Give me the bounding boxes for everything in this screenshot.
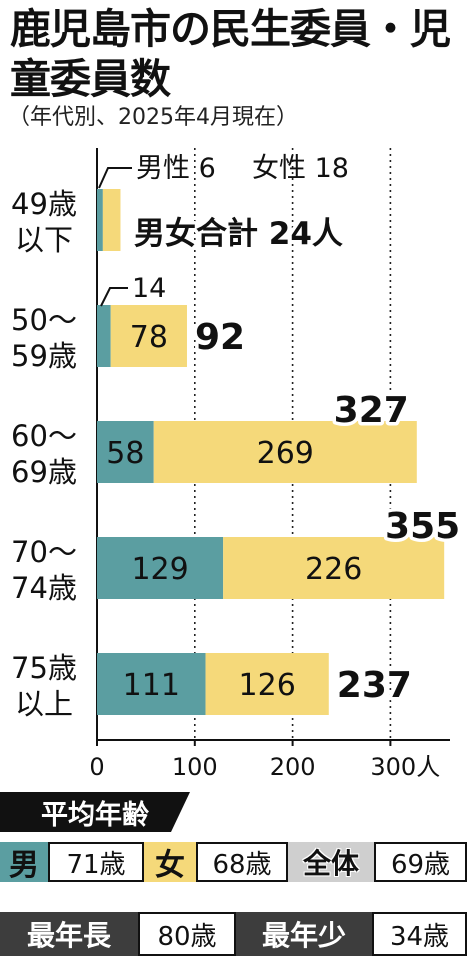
- category-label: 50〜: [11, 303, 77, 337]
- youngest-label: 最年少: [236, 912, 372, 956]
- total-label: 327: [334, 390, 409, 431]
- x-tick-label: 0: [89, 753, 104, 781]
- bar-label-female: 226: [305, 552, 362, 587]
- category-label: 60〜: [11, 419, 77, 453]
- category-label: 74歳: [11, 571, 77, 605]
- bar-label-female: 78: [130, 320, 168, 355]
- avg-female-value: 68歳: [196, 842, 288, 882]
- male-50s-leader-line: [100, 287, 128, 307]
- bar-female: [205, 653, 329, 715]
- avg-female-label: 女: [144, 842, 196, 883]
- bar-label-female: 269: [257, 436, 314, 471]
- bar-label-female: 126: [239, 668, 296, 703]
- bar-male: [97, 189, 103, 251]
- total-label: 92: [195, 317, 245, 358]
- annotation-total: 男女合計 24人: [134, 216, 343, 252]
- male-leader-line: [98, 167, 132, 189]
- oldest-value: 80歳: [138, 912, 236, 956]
- bar-label-male: 58: [106, 436, 144, 471]
- bar-male: [97, 305, 111, 367]
- annotation-female: 女性 18: [252, 153, 349, 184]
- total-label: 355: [385, 506, 460, 547]
- bar-male: [97, 537, 224, 599]
- bar-label-male: 111: [123, 668, 180, 703]
- avg-male-value: 71歳: [48, 842, 144, 882]
- category-label: 以上: [15, 687, 73, 721]
- oldest-label: 最年長: [0, 912, 138, 956]
- bar-male: [97, 653, 206, 715]
- avg-overall-label: 全体: [288, 842, 374, 882]
- annotation-male: 男性 6: [136, 153, 216, 184]
- category-label: 49歳: [11, 187, 77, 221]
- youngest-value: 34歳: [372, 912, 467, 956]
- category-label: 以下: [15, 223, 73, 257]
- bar-female: [223, 537, 445, 599]
- annotation-male-50s: 14: [132, 273, 166, 304]
- x-tick-label: 100: [172, 753, 218, 781]
- avg-overall-value: 69歳: [374, 842, 467, 882]
- category-label: 59歳: [11, 339, 77, 373]
- average-age-heading: 平均年齢: [0, 792, 190, 832]
- chart-subtitle: （年代別、2025年4月現在）: [8, 105, 298, 130]
- bar-label-male: 129: [131, 552, 188, 587]
- category-label: 69歳: [11, 455, 77, 489]
- total-label: 237: [337, 665, 412, 706]
- category-label: 75歳: [11, 651, 77, 685]
- x-tick-label: 300人: [370, 753, 440, 781]
- x-tick-label: 200: [270, 753, 316, 781]
- bar-female: [110, 305, 187, 367]
- avg-male-label: 男: [0, 842, 48, 883]
- chart-title: 鹿児島市の民生委員・児童委員数: [10, 5, 451, 103]
- bar-female: [102, 189, 121, 251]
- bar-female: [153, 421, 417, 483]
- category-label: 70〜: [11, 535, 77, 569]
- bar-male: [97, 421, 154, 483]
